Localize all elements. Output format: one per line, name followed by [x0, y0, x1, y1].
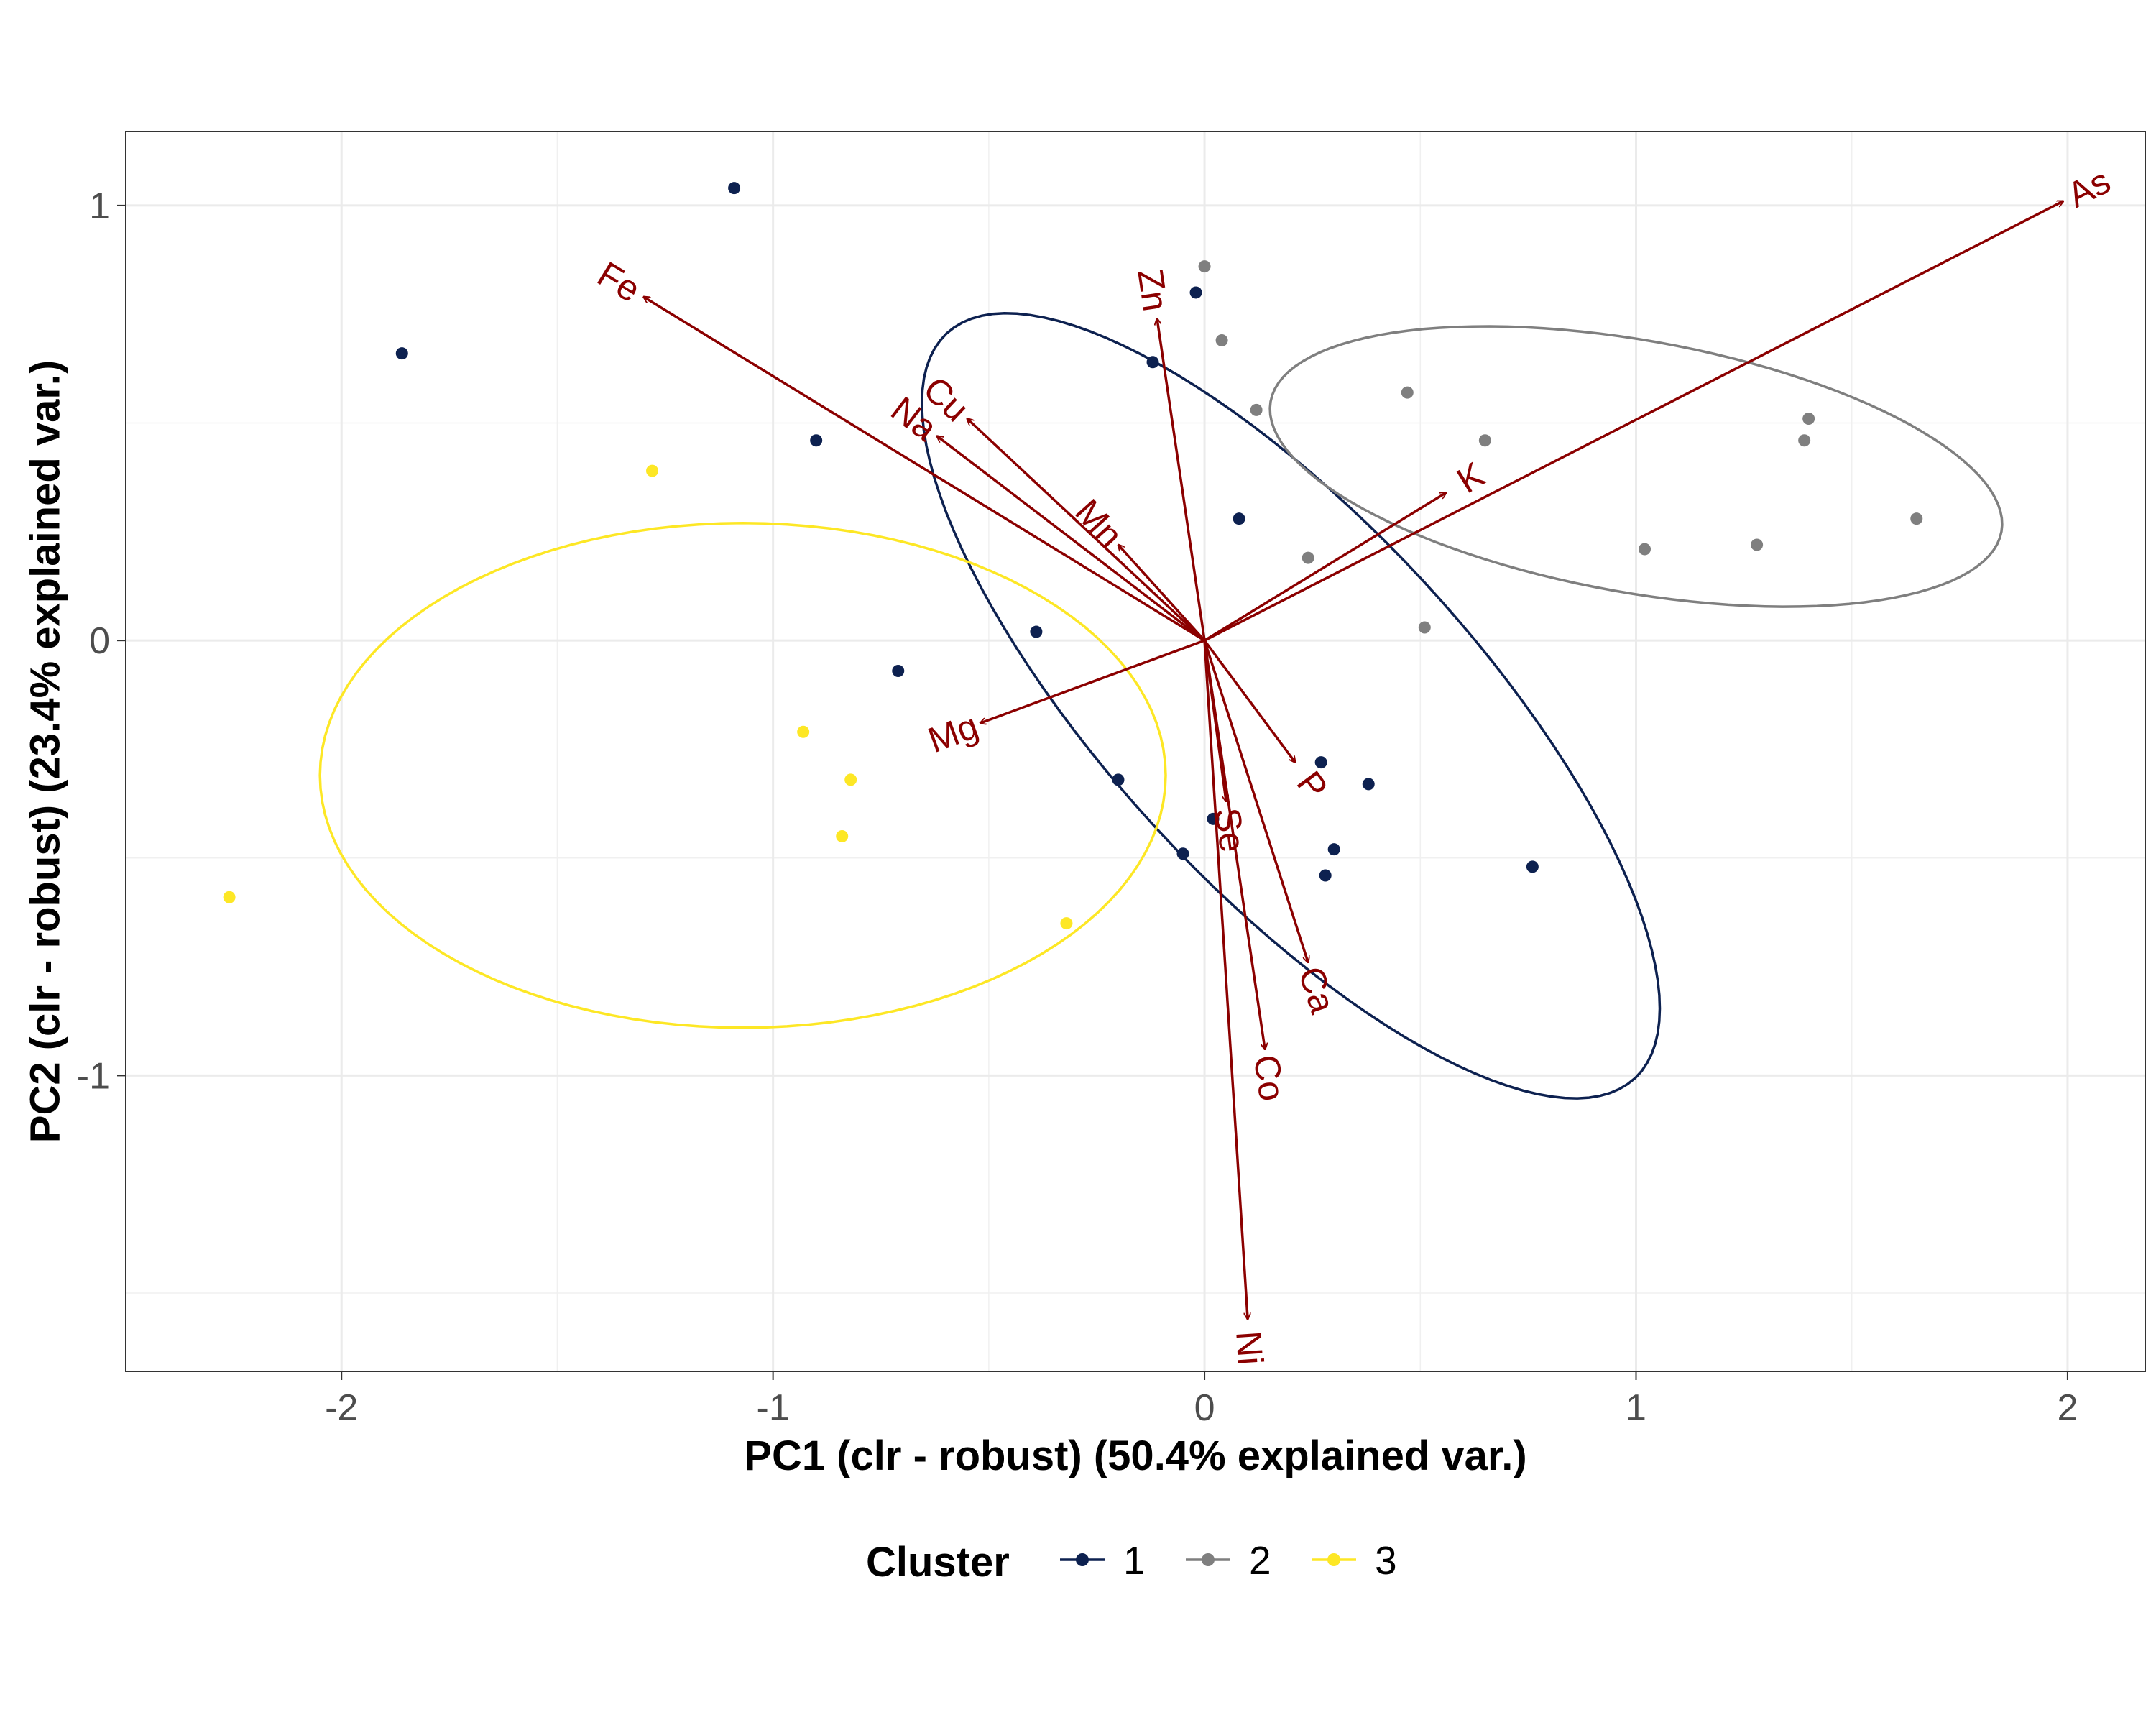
y-tick-label: -1 [77, 1055, 110, 1097]
legend-label: 1 [1123, 1538, 1146, 1583]
cluster-3-ellipse [318, 521, 1167, 1029]
cluster-2-point [1910, 512, 1923, 525]
legend-entry-2: 2 [1186, 1538, 1271, 1583]
cluster-1-point [1112, 773, 1125, 786]
score-points [223, 182, 1923, 930]
loading-label-zn: Zn [1130, 267, 1176, 314]
cluster-2-point [1198, 260, 1211, 273]
loading-label-ni: Ni [1228, 1330, 1271, 1366]
cluster-2-point [1478, 434, 1491, 447]
cluster-2-point [1250, 403, 1263, 416]
cluster-2-point [1302, 551, 1314, 564]
legend-key-point [1327, 1553, 1340, 1566]
x-tick-label: 0 [1194, 1387, 1215, 1429]
loading-arrow-mn [1118, 545, 1206, 642]
y-tick-label: 0 [89, 620, 110, 662]
cluster-3-point [797, 725, 810, 738]
y-axis-title: PC2 (clr - robust) (23.4% explained var.… [22, 360, 68, 1143]
legend-key-point [1076, 1553, 1089, 1566]
legend-label: 2 [1249, 1538, 1271, 1583]
loading-label-co: Co [1246, 1052, 1293, 1103]
cluster-2-point [1215, 334, 1228, 347]
x-tick-label: 2 [2057, 1387, 2078, 1429]
cluster-3-point [223, 891, 236, 903]
loading-arrows [644, 200, 2063, 1320]
loading-arrow-k [1204, 492, 1446, 642]
x-tick-label: 1 [1626, 1387, 1646, 1429]
cluster-1-point [395, 347, 408, 360]
loading-arrow-as [1204, 200, 2063, 642]
cluster-1-point [1189, 286, 1202, 299]
cluster-1-point [1146, 356, 1159, 369]
loading-arrow-fe [644, 297, 1205, 642]
loading-arrow-p [1203, 640, 1295, 762]
legend-entry-3: 3 [1312, 1538, 1397, 1583]
loading-arrow-co [1203, 640, 1265, 1049]
cluster-2-point [1798, 434, 1811, 447]
cluster-1-point [810, 434, 823, 447]
cluster-1-point [1319, 869, 1332, 882]
panel-background [126, 132, 2145, 1371]
loading-arrow-zn [1157, 318, 1206, 641]
cluster-1-point [728, 182, 741, 195]
x-tick-label: -2 [325, 1387, 358, 1429]
panel-border [125, 131, 2146, 1372]
cluster-2-point [1418, 621, 1431, 634]
cluster-1-point [1327, 843, 1340, 856]
loading-arrow-na [937, 436, 1206, 642]
cluster-3-point [836, 830, 849, 843]
cluster-1-point [1526, 860, 1539, 873]
cluster-1-point [1176, 847, 1189, 860]
legend-key-point [1202, 1553, 1215, 1566]
cluster-2-point [1639, 543, 1651, 556]
cluster-3-point [1060, 917, 1073, 930]
cluster-3-point [844, 773, 857, 786]
legend-title: Cluster [866, 1539, 1010, 1586]
loading-arrow-ca [1203, 640, 1308, 962]
loading-arrow-cu [967, 418, 1206, 642]
legend-label: 3 [1375, 1538, 1397, 1583]
cluster-ellipses [318, 312, 2004, 1100]
cluster-1-point [892, 665, 905, 678]
loading-label-se: Se [1207, 806, 1253, 855]
cluster-1-point [1314, 756, 1327, 769]
cluster-1-ellipse [921, 312, 1662, 1100]
axis-ticks: -2 -1 0 1 2 -1 0 1 [77, 185, 2078, 1429]
cluster-2-point [1802, 412, 1815, 425]
x-tick-label: -1 [757, 1387, 790, 1429]
cluster-2-ellipse [1268, 325, 2004, 608]
legend: Cluster 1 2 3 [866, 1538, 1397, 1586]
cluster-1-point [1233, 512, 1245, 525]
y-tick-label: 1 [89, 185, 110, 227]
legend-entry-1: 1 [1060, 1538, 1146, 1583]
cluster-2-point [1751, 538, 1764, 551]
loading-arrow-ni [1203, 640, 1248, 1319]
cluster-1-point [1030, 625, 1043, 638]
legend-entries: 1 2 3 [1060, 1538, 1397, 1583]
cluster-1-point [1362, 778, 1375, 791]
cluster-2-point [1401, 386, 1414, 399]
cluster-3-point [646, 464, 659, 477]
loading-arrow-mg [980, 639, 1205, 723]
x-axis-title: PC1 (clr - robust) (50.4% explained var.… [744, 1432, 1526, 1479]
